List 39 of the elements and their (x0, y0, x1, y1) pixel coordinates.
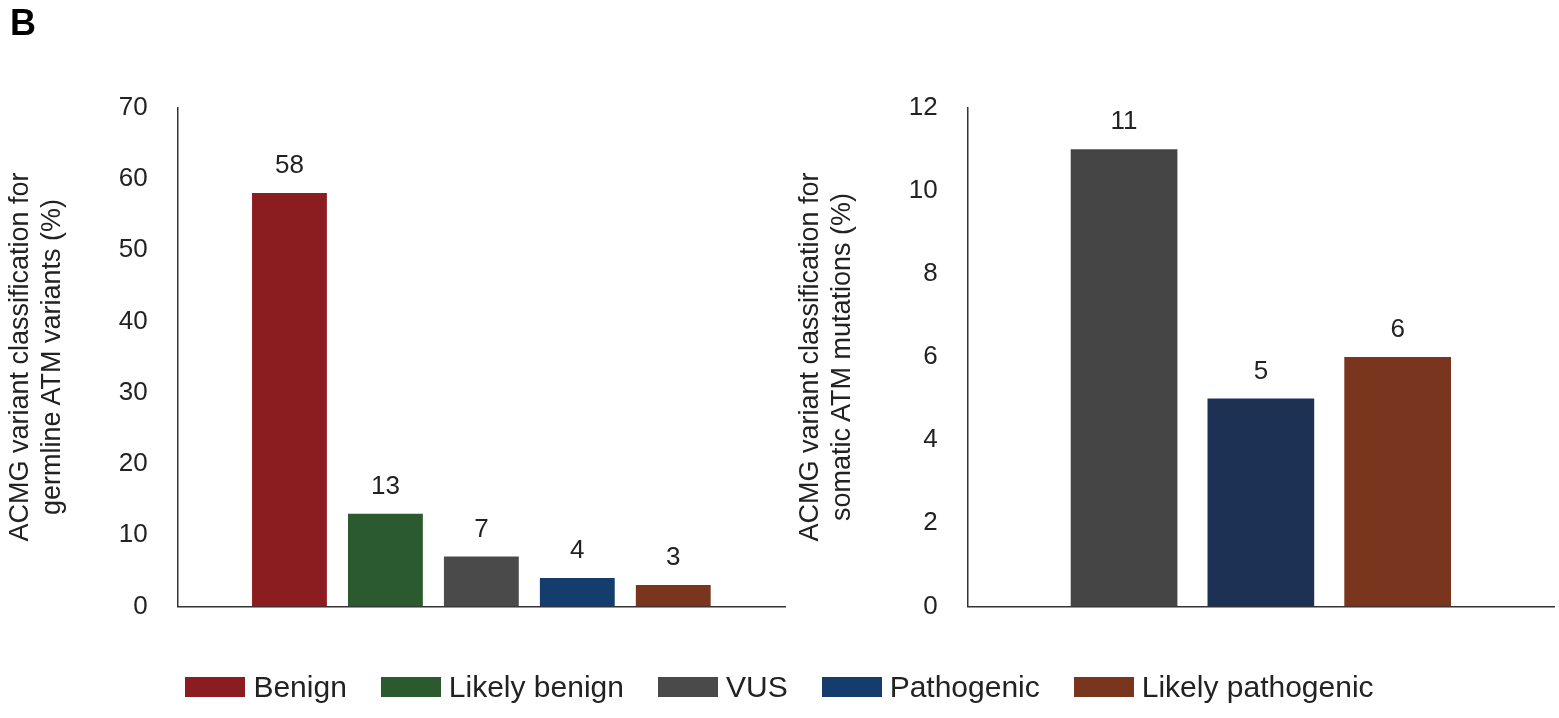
y-tick-label: 50 (118, 233, 148, 264)
bar (635, 585, 711, 607)
legend-label: Benign (253, 670, 347, 704)
text: B (10, 2, 36, 44)
y-tick-label: 70 (118, 90, 148, 121)
bar (539, 577, 615, 607)
data-label: 58 (275, 149, 304, 180)
data-label: 4 (570, 534, 585, 565)
data-label: 6 (1390, 313, 1405, 344)
data-label: 13 (370, 469, 400, 500)
legend-label: VUS (725, 670, 788, 704)
y-tick-label: 40 (118, 304, 148, 335)
y-axis-title: ACMG variant classification for somatic ATM mutations (%) (793, 172, 857, 542)
y-tick-label: 12 (908, 90, 938, 121)
y-tick-label: 4 (923, 423, 938, 454)
legend-label: Pathogenic (889, 670, 1040, 704)
bar (1070, 149, 1178, 607)
y-tick-label: 20 (118, 447, 148, 478)
y-tick-label: 2 (923, 506, 938, 537)
y-tick-label: 10 (118, 518, 148, 549)
y-tick-label: 30 (118, 375, 148, 406)
y-tick-label: 60 (118, 162, 148, 193)
bar (1344, 357, 1452, 607)
legend-label: Likely benign (448, 670, 624, 704)
y-axis-title: ACMG variant classification for germline ATM variants (%) (3, 172, 67, 542)
y-tick-label: 8 (923, 257, 938, 288)
y-tick-label: 0 (923, 589, 938, 620)
bar (1207, 398, 1315, 607)
legend-label: Likely pathogenic (1141, 670, 1374, 704)
y-tick-label: 0 (133, 589, 148, 620)
data-label: 7 (474, 512, 489, 543)
data-label: 11 (1110, 105, 1138, 136)
data-label: 5 (1253, 354, 1269, 385)
bar (252, 193, 327, 607)
y-tick-label: 10 (908, 173, 938, 204)
bar (443, 556, 519, 607)
bar (347, 513, 423, 607)
data-label: 3 (666, 541, 681, 572)
y-tick-label: 6 (923, 340, 938, 371)
